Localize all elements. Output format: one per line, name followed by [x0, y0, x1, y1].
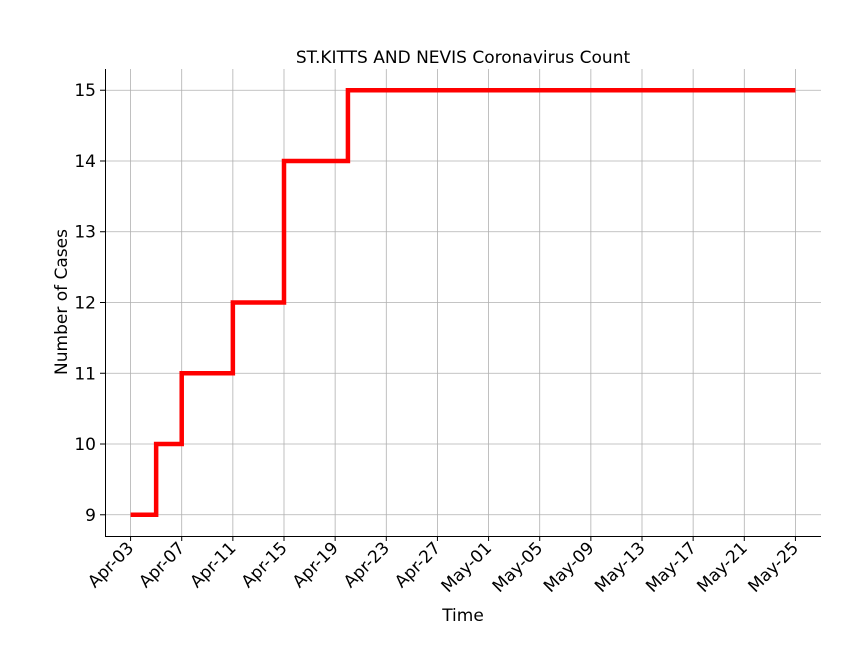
- y-tick-label: 14: [74, 152, 96, 172]
- x-tick-label: Apr-03: [84, 538, 138, 592]
- y-tick-label: 9: [85, 506, 96, 526]
- series-line: [130, 87, 796, 518]
- x-tick-label: May-01: [438, 538, 496, 596]
- grid: [105, 69, 821, 536]
- y-tick-label: 11: [74, 364, 96, 384]
- x-tick-label: May-21: [693, 538, 751, 596]
- x-tick-label: Apr-15: [238, 538, 292, 592]
- series-layer: [130, 87, 796, 518]
- x-tick-label: Apr-11: [187, 538, 241, 592]
- x-tick-label: Apr-27: [391, 538, 445, 592]
- y-tick-label: 13: [74, 223, 96, 243]
- y-tick-label: 12: [74, 294, 96, 314]
- x-tick-label: May-09: [540, 538, 598, 596]
- axes: [105, 69, 821, 537]
- y-tick-label: 15: [74, 81, 96, 101]
- x-tick-label: Apr-19: [289, 538, 343, 592]
- x-tick-label: Apr-23: [340, 538, 394, 592]
- x-tick-label: May-05: [489, 538, 547, 596]
- y-ticks: 9 10 11 12 13 14 15: [74, 81, 105, 526]
- chart-title: ST.KITTS AND NEVIS Coronavirus Count: [296, 48, 631, 68]
- x-axis-label: Time: [441, 606, 484, 626]
- x-tick-label: May-13: [591, 538, 649, 596]
- x-tick-label: May-17: [642, 538, 700, 596]
- y-tick-label: 10: [74, 435, 96, 455]
- x-tick-label: May-25: [745, 538, 803, 596]
- x-ticks: Apr-03Apr-07Apr-11Apr-15Apr-19Apr-23Apr-…: [84, 536, 803, 597]
- x-tick-label: Apr-07: [135, 538, 189, 592]
- y-axis-label: Number of Cases: [52, 229, 72, 375]
